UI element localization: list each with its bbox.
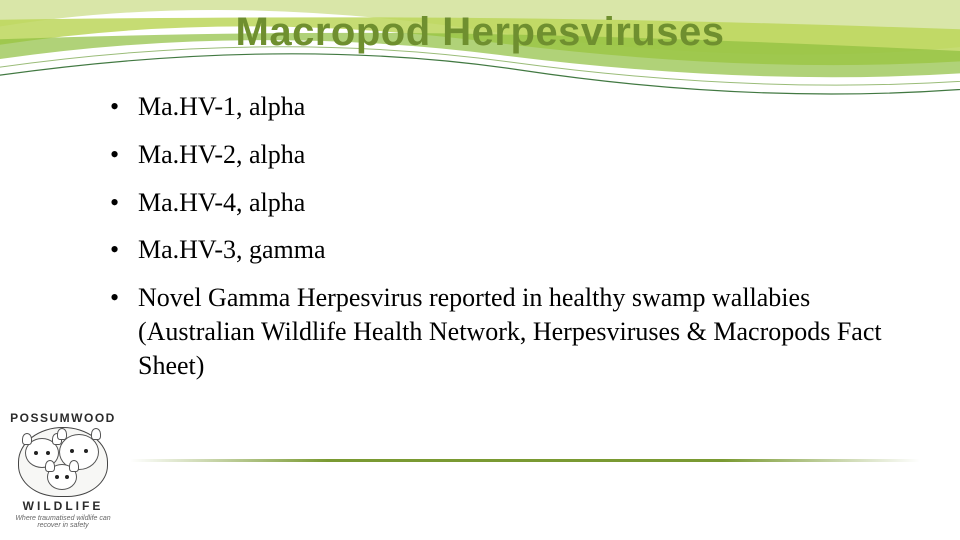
logo-tagline: Where traumatised wildlife can recover i… [8, 515, 118, 530]
slide-title: Macropod Herpesviruses [0, 10, 960, 55]
list-item: Ma.HV-3, gamma [110, 233, 900, 267]
bullet-list-container: Ma.HV-1, alpha Ma.HV-2, alpha Ma.HV-4, a… [110, 90, 900, 397]
logo-top-text: POSSUMWOOD [8, 411, 118, 425]
list-item: Ma.HV-1, alpha [110, 90, 900, 124]
list-item: Ma.HV-4, alpha [110, 186, 900, 220]
list-item: Novel Gamma Herpesvirus reported in heal… [110, 281, 900, 382]
logo-illustration [18, 427, 108, 497]
list-item: Ma.HV-2, alpha [110, 138, 900, 172]
bottom-accent-line [130, 459, 920, 462]
possumwood-logo: POSSUMWOOD WILDLIFE Where traumatised wi… [8, 411, 118, 530]
bullet-list: Ma.HV-1, alpha Ma.HV-2, alpha Ma.HV-4, a… [110, 90, 900, 383]
logo-bottom-text: WILDLIFE [8, 499, 118, 513]
